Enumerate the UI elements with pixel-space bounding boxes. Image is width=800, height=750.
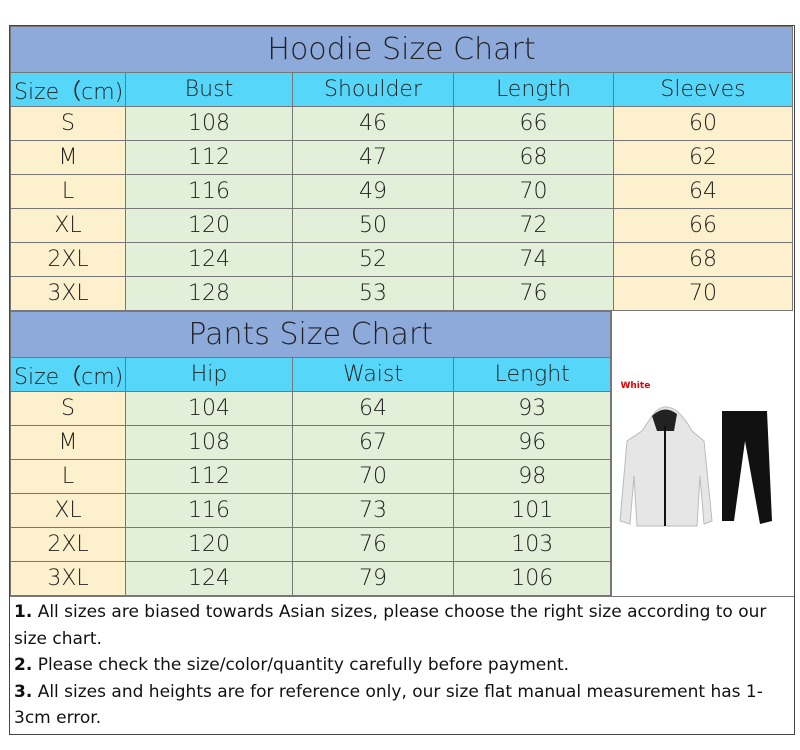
column-header: Size（cm): [10, 72, 126, 107]
table-row: M 112 47 68 62: [10, 140, 793, 175]
hoodie-table: Hoodie Size Chart Size（cm) Bust Shoulder Le…: [10, 26, 793, 311]
size-cell: 2XL: [10, 527, 126, 562]
size-cell: S: [10, 391, 126, 426]
value-cell: 68: [613, 242, 793, 277]
value-cell: 66: [613, 208, 793, 243]
note: 1. All sizes are biased towards Asian si…: [14, 599, 790, 652]
value-cell: 50: [292, 208, 454, 243]
note-number: 1.: [14, 602, 33, 622]
table-row: S 104 64 93: [10, 391, 612, 426]
value-cell: 106: [452, 561, 612, 596]
value-cell: 53: [292, 276, 454, 311]
note: 2. Please check the size/color/quantity …: [14, 652, 790, 679]
value-cell: 76: [292, 527, 454, 562]
hoodie-title: Hoodie Size Chart: [10, 26, 793, 73]
tracksuit-image: White: [611, 311, 794, 596]
value-cell: 66: [453, 106, 614, 141]
size-cell: S: [10, 106, 126, 141]
size-cell: XL: [10, 493, 126, 528]
note: 3. All sizes and heights are for referen…: [14, 679, 790, 732]
value-cell: 64: [292, 391, 454, 426]
value-cell: 64: [613, 174, 793, 209]
table-row: XL 120 50 72 66: [10, 208, 793, 243]
value-cell: 70: [613, 276, 793, 311]
table-row: 3XL 128 53 76 70: [10, 276, 793, 311]
value-cell: 68: [453, 140, 614, 175]
note-number: 2.: [14, 655, 33, 675]
value-cell: 70: [453, 174, 614, 209]
table-row: 2XL 124 52 74 68: [10, 242, 793, 277]
value-cell: 120: [125, 527, 293, 562]
table-row: 2XL 120 76 103: [10, 527, 612, 562]
value-cell: 67: [292, 425, 454, 460]
size-cell: L: [10, 174, 126, 209]
value-cell: 104: [125, 391, 293, 426]
size-chart: Hoodie Size Chart Size（cm) Bust Shoulder Le…: [9, 25, 795, 735]
column-header: Waist: [292, 357, 454, 392]
size-cell: L: [10, 459, 126, 494]
value-cell: 70: [292, 459, 454, 494]
value-cell: 73: [292, 493, 454, 528]
tracksuit-illustration: [619, 406, 773, 527]
value-cell: 93: [452, 391, 612, 426]
value-cell: 124: [125, 242, 293, 277]
value-cell: 116: [125, 174, 293, 209]
table-row: L 112 70 98: [10, 459, 612, 494]
pants-title: Pants Size Chart: [9, 311, 612, 358]
table-row: XL 116 73 101: [10, 493, 612, 528]
value-cell: 112: [125, 459, 293, 494]
table-row: 3XL 124 79 106: [10, 561, 612, 596]
pants-table: Pants Size Chart Size（cm) Hip Waist Lenght …: [9, 311, 612, 596]
column-header: Bust: [125, 72, 293, 107]
value-cell: 101: [452, 493, 612, 528]
value-cell: 108: [125, 106, 293, 141]
value-cell: 108: [125, 425, 293, 460]
value-cell: 76: [453, 276, 614, 311]
column-header: Length: [453, 72, 614, 107]
note-text: Please check the size/color/quantity car…: [37, 655, 570, 675]
value-cell: 112: [125, 140, 293, 175]
note-text: All sizes and heights are for reference …: [14, 681, 763, 729]
value-cell: 49: [292, 174, 454, 209]
size-cell: 2XL: [10, 242, 126, 277]
value-cell: 72: [453, 208, 614, 243]
value-cell: 116: [125, 493, 293, 528]
value-cell: 96: [452, 425, 612, 460]
column-header: Hip: [125, 357, 293, 392]
value-cell: 98: [452, 459, 612, 494]
value-cell: 62: [613, 140, 793, 175]
notes: 1. All sizes are biased towards Asian si…: [10, 596, 794, 734]
table-row: L 116 49 70 64: [10, 174, 793, 209]
column-header: Sleeves: [613, 72, 793, 107]
size-cell: M: [10, 140, 126, 175]
value-cell: 128: [125, 276, 293, 311]
size-cell: 3XL: [10, 276, 126, 311]
table-row: M 108 67 96: [10, 425, 612, 460]
value-cell: 120: [125, 208, 293, 243]
size-cell: 3XL: [10, 561, 126, 596]
column-header: Shoulder: [292, 72, 454, 107]
value-cell: 74: [453, 242, 614, 277]
column-header: Size（cm): [10, 357, 126, 392]
column-header: Lenght: [452, 357, 612, 392]
value-cell: 46: [292, 106, 454, 141]
value-cell: 79: [292, 561, 454, 596]
note-number: 3.: [14, 681, 33, 702]
note-text: All sizes are biased towards Asian sizes…: [14, 602, 767, 649]
value-cell: 47: [292, 140, 454, 175]
size-cell: XL: [10, 208, 126, 243]
value-cell: 124: [125, 561, 293, 596]
value-cell: 60: [613, 106, 793, 141]
table-row: S 108 46 66 60: [10, 106, 793, 141]
value-cell: 103: [452, 527, 612, 562]
color-label: White: [620, 381, 651, 391]
value-cell: 52: [292, 242, 454, 277]
size-cell: M: [10, 425, 126, 460]
